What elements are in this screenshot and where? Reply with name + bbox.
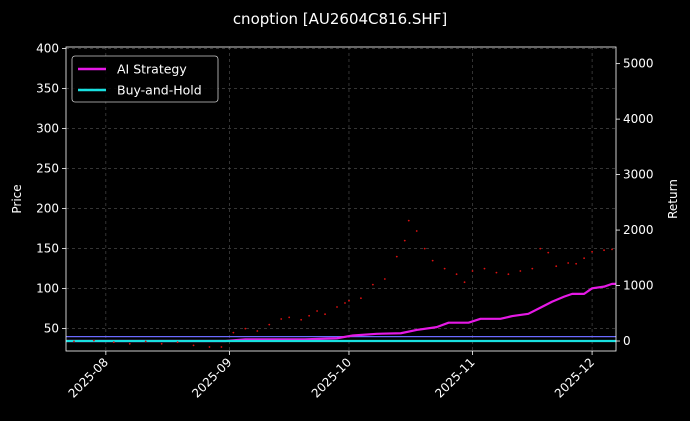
legend-box [71, 55, 219, 103]
price-point [360, 297, 362, 300]
y2-tick-label: 5000 [623, 57, 654, 71]
y-tick-label: 350 [36, 82, 59, 96]
grid [66, 47, 616, 351]
price-point [280, 318, 283, 320]
price-point [112, 341, 115, 344]
price-point [415, 230, 418, 232]
price-point [423, 247, 426, 250]
y-tick-label: 150 [36, 242, 59, 256]
price-point [288, 316, 291, 319]
price-point [407, 219, 410, 222]
price-point [348, 299, 350, 302]
price-point [268, 323, 271, 326]
price-point [160, 342, 163, 345]
price-point [611, 248, 613, 251]
price-point [431, 259, 434, 262]
y2-tick-label: 2000 [623, 223, 654, 237]
price-point [547, 251, 550, 254]
price-point [336, 306, 338, 308]
price-point [220, 346, 223, 348]
price-point [471, 270, 474, 272]
price-point [244, 327, 247, 330]
price-point [192, 344, 195, 347]
legend-label: AI Strategy [117, 62, 187, 77]
price-point [371, 283, 374, 286]
y2-tick-label: 1000 [623, 279, 654, 293]
price-point [208, 346, 211, 348]
price-point [256, 330, 259, 332]
y2-tick-label: 4000 [623, 112, 654, 126]
price-point [507, 273, 510, 276]
price-point [495, 271, 498, 274]
y-tick-label: 100 [36, 282, 59, 296]
price-point [483, 267, 486, 270]
y-tick-label: 200 [36, 202, 59, 216]
price-point [308, 314, 311, 317]
price-point [403, 239, 406, 242]
legend: AI Strategy Buy-and-Hold [71, 55, 219, 103]
chart-title: cnoption [AU2604C816.SHF] [233, 10, 447, 28]
ai-strategy-line [66, 282, 616, 343]
y2-tick-label: 3000 [623, 168, 654, 182]
price-point [583, 257, 586, 260]
price-point [519, 270, 522, 272]
price-point [144, 340, 147, 343]
price-point [591, 250, 593, 253]
y2-axis-label: Return [666, 179, 680, 219]
y-tick-label: 50 [44, 322, 59, 336]
price-point [300, 318, 303, 321]
price-point [344, 302, 346, 304]
plot-area [66, 219, 616, 348]
price-point [455, 273, 458, 276]
legend-label: Buy-and-Hold [117, 83, 202, 98]
price-point [395, 255, 398, 258]
price-point [128, 342, 131, 345]
y-tick-label: 400 [36, 42, 59, 56]
price-point [383, 278, 386, 280]
price-point [324, 313, 326, 316]
price-point [575, 262, 578, 265]
y-axis-label: Price [10, 184, 24, 213]
price-point [531, 267, 534, 270]
price-point [443, 267, 446, 270]
price-point [603, 249, 605, 252]
y2-tick-label: 0 [623, 334, 631, 348]
y-tick-label: 250 [36, 162, 59, 176]
y-tick-label: 300 [36, 122, 59, 136]
plot-frame [65, 46, 617, 352]
price-point [539, 247, 542, 250]
price-point [463, 281, 466, 284]
price-point [92, 339, 95, 342]
price-point [232, 331, 235, 334]
price-point [316, 310, 318, 312]
price-point [567, 262, 570, 264]
price-point [555, 265, 558, 268]
price-point [73, 340, 75, 343]
price-point [176, 341, 179, 344]
